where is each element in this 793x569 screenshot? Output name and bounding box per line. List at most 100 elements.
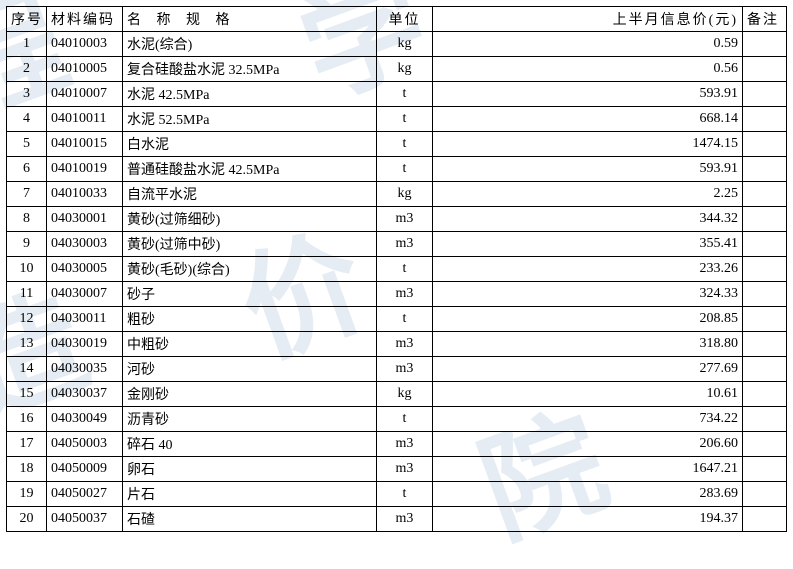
cell-seq: 12	[7, 307, 47, 332]
header-seq: 序号	[7, 7, 47, 32]
cell-price: 0.59	[433, 32, 743, 57]
cell-name: 复合硅酸盐水泥 32.5MPa	[123, 57, 377, 82]
cell-name: 水泥 52.5MPa	[123, 107, 377, 132]
header-code: 材料编码	[47, 7, 123, 32]
cell-note	[743, 357, 787, 382]
cell-unit: m3	[377, 357, 433, 382]
cell-note	[743, 82, 787, 107]
cell-name: 石碴	[123, 507, 377, 532]
cell-code: 04050009	[47, 457, 123, 482]
cell-name: 自流平水泥	[123, 182, 377, 207]
cell-seq: 9	[7, 232, 47, 257]
cell-note	[743, 57, 787, 82]
cell-unit: t	[377, 82, 433, 107]
cell-name: 砂子	[123, 282, 377, 307]
cell-seq: 5	[7, 132, 47, 157]
cell-unit: t	[377, 307, 433, 332]
table-row: 104010003水泥(综合)kg0.59	[7, 32, 787, 57]
table-row: 1604030049沥青砂t734.22	[7, 407, 787, 432]
table-header-row: 序号 材料编码 名 称 规 格 单位 上半月信息价(元) 备注	[7, 7, 787, 32]
cell-seq: 18	[7, 457, 47, 482]
cell-name: 中粗砂	[123, 332, 377, 357]
cell-code: 04010011	[47, 107, 123, 132]
table-row: 1104030007砂子m3324.33	[7, 282, 787, 307]
cell-name: 粗砂	[123, 307, 377, 332]
cell-price: 324.33	[433, 282, 743, 307]
cell-note	[743, 407, 787, 432]
cell-seq: 20	[7, 507, 47, 532]
table-row: 1504030037金刚砂kg10.61	[7, 382, 787, 407]
cell-unit: m3	[377, 207, 433, 232]
cell-note	[743, 207, 787, 232]
header-note: 备注	[743, 7, 787, 32]
cell-price: 208.85	[433, 307, 743, 332]
cell-note	[743, 132, 787, 157]
table-row: 1904050027片石t283.69	[7, 482, 787, 507]
cell-name: 白水泥	[123, 132, 377, 157]
cell-name: 黄砂(过筛中砂)	[123, 232, 377, 257]
cell-unit: t	[377, 132, 433, 157]
cell-price: 318.80	[433, 332, 743, 357]
cell-name: 河砂	[123, 357, 377, 382]
cell-code: 04050003	[47, 432, 123, 457]
cell-price: 206.60	[433, 432, 743, 457]
cell-code: 04030049	[47, 407, 123, 432]
cell-unit: t	[377, 482, 433, 507]
cell-unit: m3	[377, 507, 433, 532]
cell-code: 04010007	[47, 82, 123, 107]
cell-seq: 6	[7, 157, 47, 182]
cell-price: 233.26	[433, 257, 743, 282]
cell-note	[743, 482, 787, 507]
cell-seq: 11	[7, 282, 47, 307]
cell-name: 碎石 40	[123, 432, 377, 457]
table-row: 2004050037石碴m3194.37	[7, 507, 787, 532]
cell-name: 金刚砂	[123, 382, 377, 407]
cell-seq: 4	[7, 107, 47, 132]
cell-code: 04030011	[47, 307, 123, 332]
cell-price: 593.91	[433, 82, 743, 107]
cell-price: 1474.15	[433, 132, 743, 157]
cell-note	[743, 432, 787, 457]
cell-code: 04030037	[47, 382, 123, 407]
table-row: 204010005复合硅酸盐水泥 32.5MPakg0.56	[7, 57, 787, 82]
table-row: 1004030005黄砂(毛砂)(综合)t233.26	[7, 257, 787, 282]
cell-unit: t	[377, 107, 433, 132]
cell-unit: kg	[377, 182, 433, 207]
cell-note	[743, 282, 787, 307]
cell-name: 水泥(综合)	[123, 32, 377, 57]
cell-note	[743, 382, 787, 407]
cell-name: 黄砂(过筛细砂)	[123, 207, 377, 232]
cell-price: 1647.21	[433, 457, 743, 482]
header-name: 名 称 规 格	[123, 7, 377, 32]
cell-code: 04030003	[47, 232, 123, 257]
table-row: 304010007水泥 42.5MPat593.91	[7, 82, 787, 107]
cell-price: 10.61	[433, 382, 743, 407]
cell-note	[743, 182, 787, 207]
cell-name: 卵石	[123, 457, 377, 482]
table-row: 1404030035河砂m3277.69	[7, 357, 787, 382]
cell-code: 04010015	[47, 132, 123, 157]
cell-seq: 15	[7, 382, 47, 407]
cell-unit: kg	[377, 57, 433, 82]
table-row: 1804050009卵石m31647.21	[7, 457, 787, 482]
table-row: 1204030011粗砂t208.85	[7, 307, 787, 332]
cell-code: 04010019	[47, 157, 123, 182]
cell-note	[743, 457, 787, 482]
cell-note	[743, 107, 787, 132]
cell-price: 283.69	[433, 482, 743, 507]
header-price: 上半月信息价(元)	[433, 7, 743, 32]
cell-unit: kg	[377, 382, 433, 407]
cell-price: 194.37	[433, 507, 743, 532]
cell-seq: 13	[7, 332, 47, 357]
cell-unit: m3	[377, 432, 433, 457]
cell-price: 0.56	[433, 57, 743, 82]
cell-code: 04050037	[47, 507, 123, 532]
table-body: 104010003水泥(综合)kg0.59204010005复合硅酸盐水泥 32…	[7, 32, 787, 532]
cell-seq: 10	[7, 257, 47, 282]
table-row: 804030001黄砂(过筛细砂)m3344.32	[7, 207, 787, 232]
cell-note	[743, 157, 787, 182]
cell-name: 黄砂(毛砂)(综合)	[123, 257, 377, 282]
table-row: 1704050003碎石 40m3206.60	[7, 432, 787, 457]
cell-note	[743, 232, 787, 257]
cell-code: 04030019	[47, 332, 123, 357]
